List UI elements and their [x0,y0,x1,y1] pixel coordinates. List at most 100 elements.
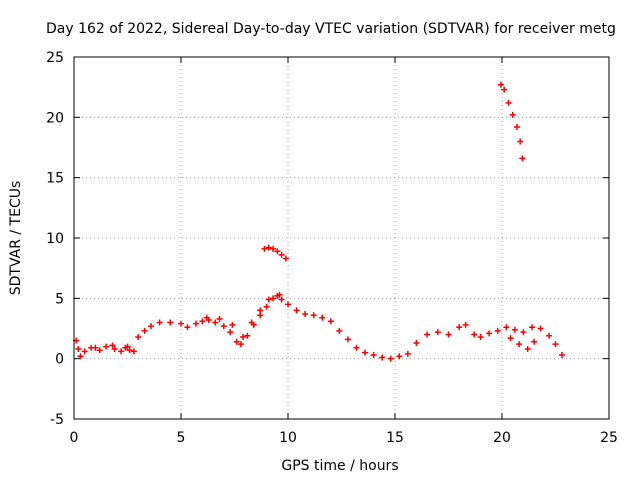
data-point [494,327,501,334]
data-point [507,335,514,342]
data-point [519,155,526,162]
data-point [546,332,553,339]
data-point [274,248,281,255]
data-point [233,338,240,345]
data-point [212,319,219,326]
data-point [477,333,484,340]
data-point [387,355,394,362]
data-point [270,295,277,302]
data-point [509,111,516,118]
y-tick-label: 20 [46,110,64,126]
data-point [486,330,493,337]
series-arc-near-9-h [261,244,289,262]
data-point [103,343,110,350]
data-point [379,354,386,361]
plot-frame [73,56,610,420]
data-point [77,353,84,360]
data-point [516,341,523,348]
data-point [240,333,247,340]
data-point [327,318,334,325]
data-point [248,319,255,326]
data-point [135,333,142,340]
data-point [265,296,272,303]
data-point [558,352,565,359]
data-point [227,329,234,336]
series-main-arc [73,292,565,362]
data-point [126,347,133,354]
data-point [220,323,227,330]
data-point [511,326,518,333]
axis-ticks: 0 5 10 15 20 25 -5 0 5 10 15 20 25 [46,50,618,446]
data-point [293,307,300,314]
data-point [257,307,264,314]
x-tick-label: 15 [386,430,404,446]
data-point [276,291,283,298]
data-point [265,244,272,251]
y-tick-label: 10 [46,231,64,247]
x-tick-label: 10 [279,430,297,446]
data-point [552,341,559,348]
data-point [278,296,285,303]
data-point [404,350,411,357]
data-point [462,321,469,328]
data-point [244,332,251,339]
data-point [396,353,403,360]
data-point [96,347,103,354]
data-point [517,138,524,145]
data-point [505,99,512,106]
data-point [184,324,191,331]
x-tick-label: 0 [70,430,79,446]
data-point [370,352,377,359]
x-tick-label: 20 [493,430,511,446]
data-point [413,339,420,346]
y-tick-label: -5 [50,412,64,428]
data-point [148,323,155,330]
data-point [520,329,527,336]
data-point [81,348,88,355]
y-tick-label: 25 [46,50,64,66]
data-point [528,324,535,331]
series-arc-near-20-h [497,81,526,162]
data-point [203,314,210,321]
data-point [336,327,343,334]
x-tick-label: 5 [177,430,186,446]
x-axis-label: GPS time / hours [281,458,398,474]
data-point [501,86,508,93]
data-point [229,321,236,328]
data-points [73,81,565,362]
y-tick-label: 0 [55,352,64,368]
data-point [524,346,531,353]
data-point [216,315,223,322]
data-point [141,327,148,334]
data-point [111,346,118,353]
data-point [353,344,360,351]
series-upper-branch [92,291,538,353]
data-point [434,329,441,336]
data-point [278,251,285,258]
data-point [167,319,174,326]
data-point [270,245,277,252]
data-point [344,336,351,343]
data-point [285,301,291,308]
data-point [92,344,99,351]
data-point [513,123,520,130]
data-point [237,341,244,348]
data-point [456,324,463,331]
data-point [156,319,163,326]
data-point [109,342,116,349]
data-point [424,331,431,338]
data-point [319,314,326,321]
data-point [537,325,544,332]
data-point [497,81,504,88]
data-point [75,346,82,353]
data-point [302,311,309,318]
data-point [124,343,131,350]
data-point [192,320,199,327]
data-point [310,312,317,319]
data-point [445,331,452,338]
y-tick-label: 5 [55,291,64,307]
y-axis-label: SDTVAR / TECUs [8,181,24,296]
data-point [282,255,289,262]
data-point [362,349,369,356]
